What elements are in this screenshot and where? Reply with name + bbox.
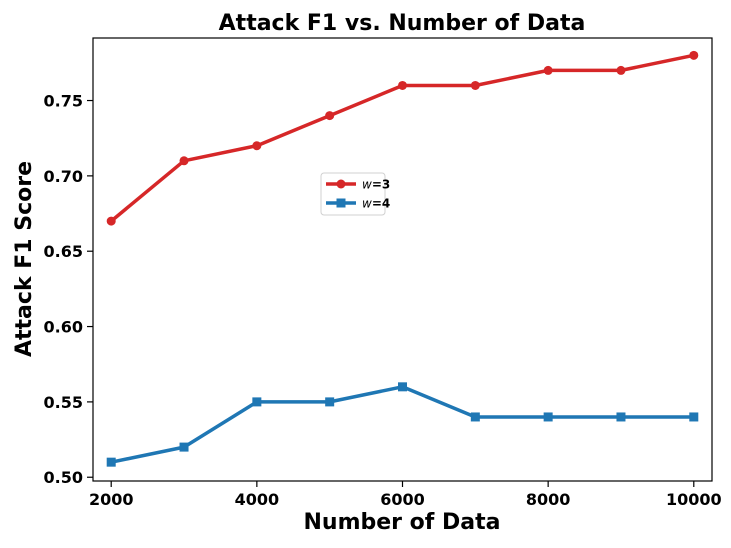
legend-marker-circle — [336, 179, 346, 189]
data-point-square — [543, 412, 553, 422]
data-point-square — [252, 397, 262, 407]
y-tick-label: 0.75 — [44, 92, 83, 111]
data-point-circle — [543, 65, 553, 75]
legend: w=3w=4 — [320, 172, 390, 216]
series-line-2 — [110, 385, 694, 464]
y-axis-label: Attack F1 Score — [12, 161, 37, 357]
y-tick-label: 0.50 — [44, 468, 83, 487]
data-point-circle — [470, 80, 480, 90]
data-point-circle — [179, 156, 189, 166]
data-point-circle — [398, 80, 407, 90]
data-point-square — [106, 457, 116, 467]
x-tick-label: 6000 — [380, 490, 425, 509]
x-tick-label: 4000 — [235, 490, 280, 509]
data-point-square — [470, 412, 480, 422]
x-tick-label: 2000 — [89, 490, 134, 509]
plot-area: 2000 4000 6000 8000 10000 0.50 0.55 0.60 0.65 0.7… — [44, 37, 722, 509]
data-point-circle — [252, 141, 262, 151]
data-point-circle — [616, 65, 626, 75]
legend-label: w=4 — [362, 197, 390, 211]
y-tick-label: 0.60 — [44, 318, 83, 337]
data-point-square — [616, 412, 626, 422]
x-axis-label: Number of Data — [304, 510, 501, 535]
y-tick-label: 0.65 — [44, 242, 83, 261]
data-point-square — [398, 382, 407, 392]
chart-title: Attack F1 vs. Number of Data — [219, 11, 586, 36]
data-point-square — [325, 397, 335, 407]
data-point-circle — [325, 111, 335, 121]
y-tick-label: 0.55 — [44, 393, 83, 412]
series-line-1 — [110, 53, 695, 223]
legend-label: w=3 — [362, 178, 390, 192]
data-point-square — [179, 442, 189, 452]
data-point-square — [689, 412, 699, 422]
legend-marker-square — [336, 198, 346, 208]
y-tick-label: 0.70 — [44, 167, 83, 186]
data-point-circle — [106, 216, 116, 226]
data-point-circle — [689, 50, 699, 60]
x-tick-label: 10000 — [666, 490, 722, 509]
x-tick-label: 8000 — [526, 490, 571, 509]
